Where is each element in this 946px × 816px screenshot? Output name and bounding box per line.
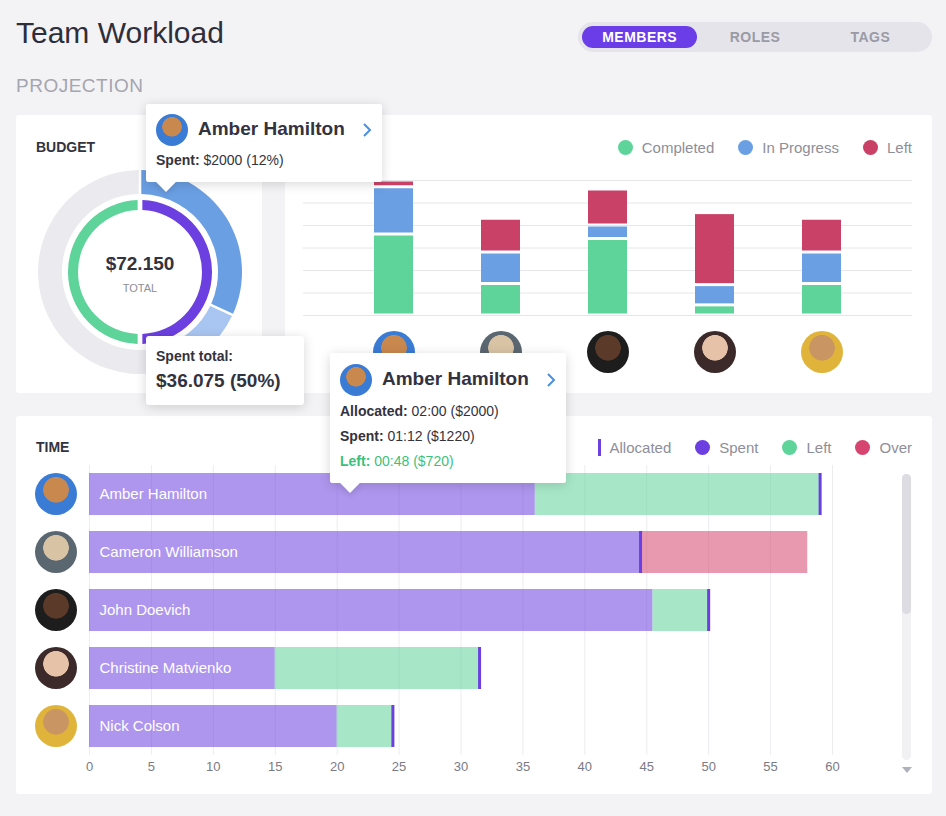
svg-text:50: 50 [701,759,715,774]
svg-text:25: 25 [392,759,406,774]
html-text:Left: Left [806,438,832,456]
svg-text:30: 30 [454,759,468,774]
html-text:Spent: Spent [719,438,759,456]
html-text:Allocated: Allocated [609,438,672,456]
svg-text:Cameron Williamson: Cameron Williamson [100,543,238,560]
html-text:TIME: TIME [36,439,70,455]
html-text:PROJECTION: PROJECTION [16,75,144,96]
svg-text:40: 40 [578,759,592,774]
svg-text:55: 55 [763,759,777,774]
html-text:Amber Hamilton: Amber Hamilton [382,368,529,389]
html-text:Team Workload: Team Workload [16,16,224,49]
svg-text:10: 10 [206,759,220,774]
html-text:In Progress: In Progress [762,138,839,156]
html-text:Left: Left [887,138,912,156]
svg-text:TOTAL: TOTAL [123,282,157,294]
svg-text:$72.150: $72.150 [106,253,175,274]
html-text:$36.075 (50%): $36.075 (50%) [156,370,281,391]
html-text:Spent: $2000 (12%): Spent: $2000 (12%) [156,152,284,168]
svg-text:Christine Matvienko: Christine Matvienko [100,659,232,676]
svg-text:35: 35 [516,759,530,774]
svg-text:Amber Hamilton: Amber Hamilton [100,485,208,502]
svg-text:0: 0 [86,759,93,774]
html-text:Completed: Completed [641,138,715,156]
html-text:BUDGET: BUDGET [36,139,96,155]
svg-text:60: 60 [825,759,839,774]
html-text:ROLES: ROLES [729,29,781,45]
svg-text:Nick Colson: Nick Colson [100,717,180,734]
html-text:Spent total:: Spent total: [156,348,233,364]
html-text:Spent: 01:12 ($1220): Spent: 01:12 ($1220) [340,428,475,444]
svg-text:15: 15 [268,759,282,774]
html-text:Left: 00:48 ($720): Left: 00:48 ($720) [340,453,454,469]
svg-text:20: 20 [330,759,344,774]
html-text:MEMBERS: MEMBERS [602,29,678,45]
svg-text:5: 5 [148,759,155,774]
html-text:Amber Hamilton: Amber Hamilton [198,118,345,139]
html-text:TAGS: TAGS [850,29,891,45]
html-text:Allocated: 02:00 ($2000): Allocated: 02:00 ($2000) [340,403,499,419]
svg-text:John Doevich: John Doevich [100,601,191,618]
svg-text:45: 45 [640,759,654,774]
html-text:Over: Over [879,438,912,456]
